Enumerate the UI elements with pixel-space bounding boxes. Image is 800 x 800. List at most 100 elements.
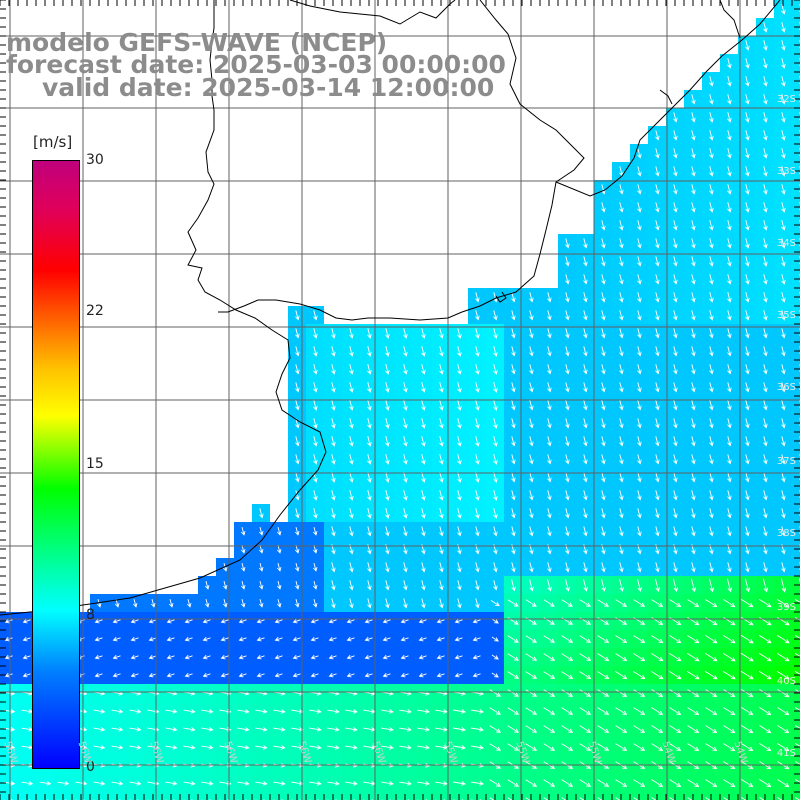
- wind-arrow: [601, 346, 606, 357]
- wind-arrow: [619, 578, 624, 592]
- wind-arrow: [655, 238, 660, 249]
- wind-arrow: [727, 184, 732, 195]
- wind-arrow: [691, 382, 696, 393]
- wind-arrow: [493, 399, 498, 411]
- wind-arrow: [294, 598, 300, 608]
- wind-arrow: [795, 779, 800, 783]
- wind-arrow: [781, 22, 786, 33]
- wind-arrow: [759, 725, 772, 734]
- wind-arrow: [399, 727, 412, 732]
- wind-arrow: [511, 472, 516, 483]
- wind-arrow: [274, 654, 283, 660]
- wind-arrow: [727, 472, 732, 483]
- wind-arrow: [525, 653, 538, 661]
- wind-arrow: [615, 689, 628, 697]
- wind-arrow: [331, 364, 336, 375]
- wind-arrow: [565, 472, 570, 483]
- wind-arrow: [292, 618, 301, 624]
- wind-arrow: [561, 725, 574, 733]
- wind-arrow: [709, 184, 714, 195]
- wind-arrow: [310, 636, 319, 642]
- wind-arrow: [745, 166, 750, 177]
- wind-arrow: [583, 382, 588, 393]
- wind-arrow: [655, 400, 660, 411]
- wind-arrow: [493, 489, 498, 501]
- wind-arrow: [655, 220, 660, 231]
- wind-arrow: [421, 580, 426, 591]
- wind-arrow: [709, 166, 714, 177]
- wind-arrow: [781, 328, 786, 339]
- wind-arrow: [547, 328, 552, 339]
- wind-arrow: [669, 653, 682, 662]
- wind-arrow: [601, 562, 606, 573]
- wind-arrow: [470, 709, 485, 714]
- wind-arrow: [511, 490, 516, 501]
- wind-arrow: [795, 743, 800, 747]
- wind-arrow: [457, 345, 462, 357]
- wind-arrow: [507, 653, 519, 661]
- wind-arrow: [673, 418, 678, 429]
- wind-arrow: [112, 618, 121, 624]
- wind-arrow: [745, 328, 750, 339]
- wind-arrow: [601, 184, 606, 195]
- wind-arrow: [727, 382, 732, 393]
- wind-arrow: [547, 310, 552, 321]
- wind-arrow: [403, 580, 408, 591]
- wind-arrow: [615, 653, 628, 661]
- wind-arrow: [781, 238, 786, 249]
- wind-arrow: [727, 454, 732, 465]
- wind-arrow: [295, 328, 300, 339]
- wind-arrow: [439, 363, 444, 375]
- wind-arrow: [475, 598, 480, 609]
- wind-arrow: [331, 382, 336, 393]
- wind-arrow: [601, 526, 606, 537]
- wind-arrow: [776, 598, 790, 608]
- wind-arrow: [130, 618, 139, 624]
- wind-arrow: [655, 166, 660, 177]
- wind-arrow: [439, 435, 444, 447]
- wind-arrow: [691, 202, 696, 213]
- wind-arrow: [381, 781, 394, 786]
- wind-arrow: [439, 471, 444, 483]
- wind-arrow: [237, 727, 250, 732]
- wind-arrow: [781, 166, 786, 177]
- wind-arrow: [367, 598, 372, 609]
- wind-arrow: [619, 526, 624, 537]
- wind-arrow: [313, 454, 318, 465]
- wind-arrow: [601, 238, 606, 249]
- wind-arrow: [529, 508, 534, 519]
- wind-arrow: [704, 652, 718, 662]
- wind-arrow: [470, 745, 485, 750]
- wind-arrow: [472, 672, 481, 678]
- wind-arrow: [367, 526, 372, 537]
- wind-arrow: [403, 507, 408, 519]
- wind-arrow: [525, 779, 538, 787]
- wind-arrow: [111, 781, 124, 786]
- wind-arrow: [655, 202, 660, 213]
- wind-arrow: [547, 400, 552, 411]
- wind-arrow: [399, 745, 412, 750]
- wind-arrow: [637, 310, 642, 321]
- wind-arrow: [655, 526, 660, 537]
- wind-arrow: [39, 781, 52, 786]
- wind-arrow: [709, 148, 714, 159]
- wind-arrow: [619, 508, 624, 519]
- wind-arrow: [673, 202, 678, 213]
- wind-arrow: [367, 363, 372, 375]
- wind-arrow: [403, 562, 408, 573]
- colorbar-unit: [m/s]: [33, 133, 73, 151]
- wind-arrow: [615, 725, 628, 733]
- wind-arrow: [579, 653, 592, 661]
- wind-arrow: [331, 346, 336, 357]
- wind-arrow: [94, 672, 103, 678]
- wind-arrow: [93, 709, 106, 714]
- wind-arrow: [421, 435, 426, 447]
- wind-arrow: [295, 472, 300, 483]
- wind-arrow: [547, 346, 552, 357]
- wind-arrow: [349, 562, 354, 573]
- wind-arrow: [150, 598, 156, 608]
- wind-arrow: [727, 418, 732, 429]
- wind-arrow: [148, 672, 157, 678]
- wind-arrow: [511, 436, 516, 447]
- wind-arrow: [727, 130, 732, 141]
